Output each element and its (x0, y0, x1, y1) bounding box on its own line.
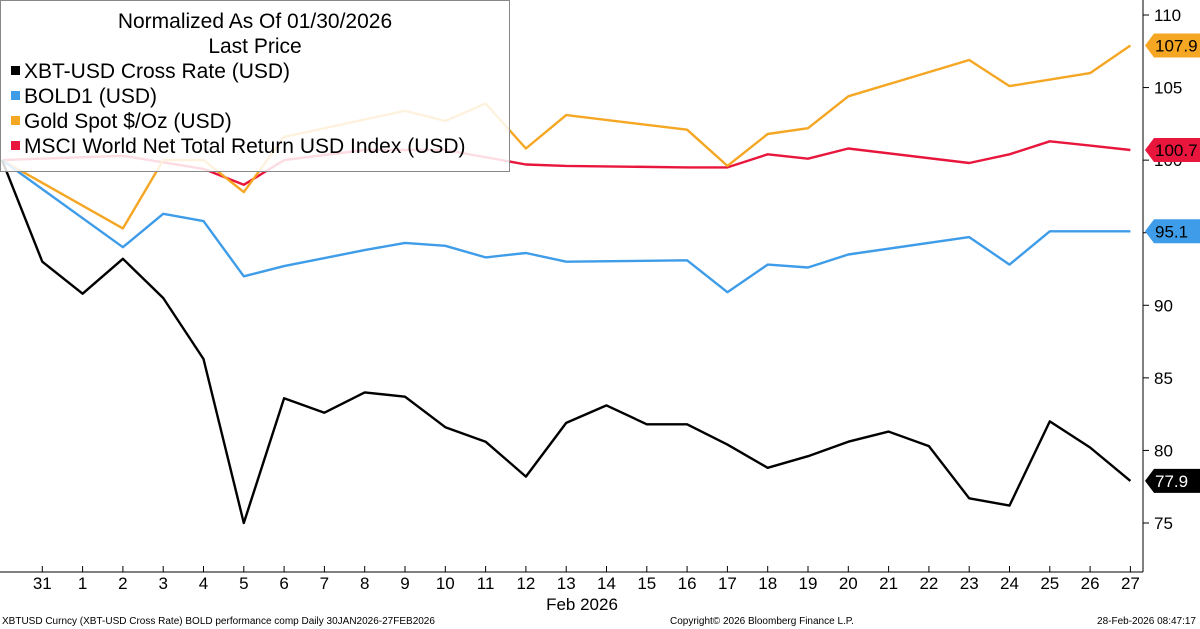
legend-swatch (11, 65, 20, 75)
legend-entry-bold1: BOLD1 (USD) (11, 84, 509, 109)
legend-label: BOLD1 (USD) (24, 85, 158, 108)
x-tick-label: 20 (839, 574, 858, 593)
footer-timestamp: 28-Feb-2026 08:47:17 (1097, 616, 1196, 627)
x-tick-label: 25 (1040, 574, 1059, 593)
x-tick-label: 23 (960, 574, 979, 593)
line-chart: 7580859095100105110311234567891011121314… (0, 0, 1200, 614)
x-axis-label: Feb 2026 (546, 595, 618, 614)
last-value-marker (1145, 33, 1200, 58)
legend-label: XBT-USD Cross Rate (USD) (24, 60, 291, 83)
last-value-tag: 95.1 (1145, 219, 1200, 244)
x-tick-label: 8 (360, 574, 369, 593)
chart-subtitle: Last Price (208, 35, 302, 58)
legend-swatch (11, 115, 20, 125)
x-tick-label: 5 (239, 574, 248, 593)
x-tick-label: 24 (1000, 574, 1019, 593)
x-tick-label: 15 (637, 574, 656, 593)
y-tick-label: 105 (1154, 79, 1182, 98)
x-tick-label: 26 (1081, 574, 1100, 593)
last-value-label: 77.9 (1155, 472, 1188, 491)
chart-title: Normalized As Of 01/30/2026 (117, 10, 393, 33)
series-line (1, 159, 1131, 294)
chart-legend: Normalized As Of 01/30/2026 Last Price X… (0, 0, 510, 172)
legend-label: MSCI World Net Total Return USD Index (U… (24, 135, 466, 158)
x-tick-label: 2 (118, 574, 127, 593)
x-tick-label: 4 (199, 574, 208, 593)
series-line (0, 159, 1132, 525)
legend-swatch (11, 140, 20, 150)
chart-footer: XBTUSD Curncy (XBT-USD Cross Rate) BOLD … (0, 614, 1200, 629)
x-tick-label: 6 (279, 574, 288, 593)
last-value-marker (1145, 137, 1200, 162)
last-value-marker (1145, 219, 1200, 244)
x-tick-label: 31 (33, 574, 52, 593)
last-value-label: 100.7 (1155, 141, 1198, 160)
last-value-tag: 100.7 (1145, 137, 1200, 162)
footer-copyright: Copyright© 2026 Bloomberg Finance L.P. (670, 616, 854, 627)
legend-swatch (11, 90, 20, 100)
last-value-label: 107.9 (1155, 36, 1198, 55)
x-tick-label: 17 (718, 574, 737, 593)
x-tick-label: 16 (678, 574, 697, 593)
y-tick-label: 110 (1154, 6, 1181, 25)
x-tick-label: 14 (597, 574, 616, 593)
x-tick-label: 1 (78, 574, 87, 593)
x-tick-label: 21 (879, 574, 898, 593)
x-tick-label: 13 (557, 574, 576, 593)
legend-entry-xbt: XBT-USD Cross Rate (USD) (11, 59, 509, 84)
last-value-tag: 107.9 (1145, 33, 1200, 58)
x-tick-label: 12 (516, 574, 535, 593)
y-tick-label: 80 (1154, 441, 1173, 460)
last-value-tag: 77.9 (1145, 468, 1200, 493)
last-value-label: 95.1 (1155, 222, 1188, 241)
y-tick-label: 90 (1154, 296, 1173, 315)
legend-entry-msci: MSCI World Net Total Return USD Index (U… (11, 134, 509, 159)
x-tick-label: 3 (158, 574, 167, 593)
series-line (1, 140, 1131, 186)
footer-description: XBTUSD Curncy (XBT-USD Cross Rate) BOLD … (2, 616, 435, 627)
legend-entry-gold: Gold Spot $/Oz (USD) (11, 109, 509, 134)
last-value-marker (1145, 468, 1200, 493)
y-tick-label: 75 (1154, 514, 1173, 533)
y-tick-label: 85 (1154, 369, 1173, 388)
x-tick-label: 9 (400, 574, 409, 593)
x-tick-label: 10 (436, 574, 455, 593)
x-tick-label: 27 (1121, 574, 1140, 593)
legend-label: Gold Spot $/Oz (USD) (24, 110, 232, 133)
x-tick-label: 22 (919, 574, 938, 593)
x-tick-label: 7 (320, 574, 329, 593)
x-tick-label: 18 (758, 574, 777, 593)
x-tick-label: 19 (799, 574, 818, 593)
x-tick-label: 11 (477, 574, 495, 593)
